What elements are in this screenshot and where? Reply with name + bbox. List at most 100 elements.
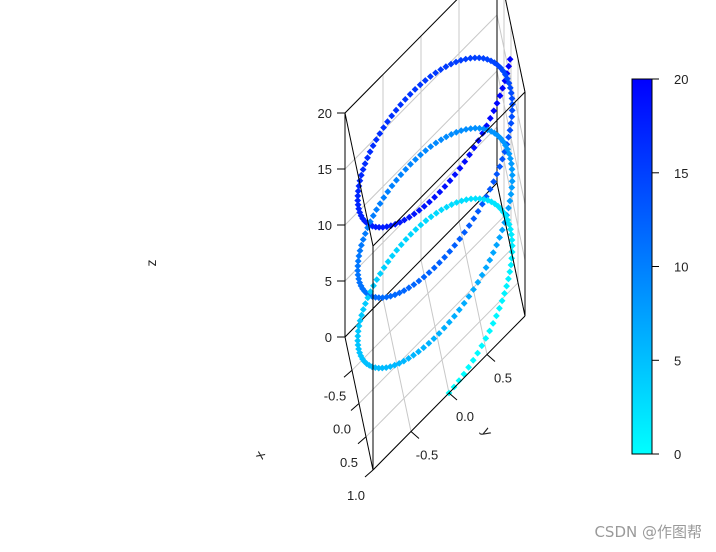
helix-point — [447, 131, 455, 138]
helix-point — [443, 203, 450, 211]
box-edge — [505, 0, 526, 93]
helix-point — [457, 56, 465, 64]
helix-point — [506, 55, 514, 63]
helix-point — [410, 281, 418, 288]
helix-point — [499, 138, 507, 145]
grid-line — [344, 70, 498, 226]
helix-point — [355, 252, 363, 260]
helix-point — [354, 327, 362, 335]
helix-point — [354, 341, 362, 349]
box-edge — [344, 182, 498, 338]
helix-point — [354, 262, 362, 270]
y-tick-mark — [486, 354, 496, 362]
helix-point — [508, 113, 516, 121]
colorbar — [631, 78, 653, 455]
helix-point — [369, 222, 376, 230]
helix-point — [474, 278, 482, 286]
z-tick-label: 10 — [318, 218, 332, 233]
z-axis-label: z — [143, 260, 159, 267]
helix-point — [478, 200, 486, 208]
helix-point — [416, 81, 424, 89]
helix-point — [460, 299, 468, 307]
x-tick-mark — [364, 469, 374, 478]
helix-point — [412, 156, 419, 163]
helix-point — [508, 248, 516, 256]
helix-point — [493, 312, 500, 320]
helix-point — [456, 164, 464, 172]
helix-point — [362, 300, 369, 307]
helix-point — [507, 155, 514, 162]
helix-point — [475, 54, 483, 62]
helix-point — [507, 119, 515, 127]
helix-point — [427, 73, 434, 80]
helix-point — [508, 231, 515, 238]
helix-point — [490, 178, 497, 186]
helix-point — [407, 160, 414, 168]
helix-point — [496, 163, 504, 170]
helix-point — [427, 213, 435, 221]
helix-point — [406, 90, 414, 98]
helix-point — [474, 208, 482, 215]
helix-point — [508, 254, 516, 262]
helix-point — [506, 268, 514, 276]
helix-point — [354, 201, 362, 209]
colorbar-tick-label: 20 — [674, 72, 688, 87]
helix-point — [384, 118, 391, 126]
helix-point — [508, 177, 516, 185]
helix-point — [489, 320, 497, 327]
helix-point — [475, 137, 482, 144]
helix-point — [456, 235, 464, 243]
helix-point — [415, 348, 422, 356]
helix-point — [366, 148, 374, 156]
helix-point — [420, 203, 428, 210]
grid-line — [420, 259, 450, 394]
helix-point — [380, 194, 388, 201]
helix-point — [384, 188, 392, 196]
helix-point — [358, 311, 365, 319]
helix-point — [446, 248, 454, 255]
watermark: CSDN @作图帮 — [594, 523, 702, 541]
y-tick-mark — [410, 431, 420, 439]
helix-point — [486, 256, 494, 264]
helix-point — [425, 269, 433, 276]
helix-point — [460, 370, 468, 378]
helix-point — [427, 143, 435, 150]
helix-point — [425, 339, 433, 347]
helix-point — [355, 322, 363, 330]
helix-point — [420, 273, 428, 281]
helix-point — [410, 210, 418, 218]
helix-point — [400, 357, 408, 365]
helix-point — [354, 257, 362, 265]
helix-point — [359, 166, 367, 173]
helix-point — [499, 155, 506, 163]
helix-point — [465, 363, 472, 371]
helix-point — [508, 236, 516, 244]
helix-point — [361, 230, 369, 237]
helix-point — [498, 226, 506, 234]
helix-point — [480, 55, 487, 62]
helix-point — [355, 205, 363, 213]
helix-point — [451, 171, 459, 178]
helix-point — [505, 133, 512, 141]
data-points — [354, 54, 516, 397]
helix-point — [354, 267, 362, 274]
z-tick-label: 0 — [325, 330, 332, 345]
helix-point — [436, 259, 443, 267]
helix-point — [465, 293, 473, 300]
colorbar-tick-label: 15 — [674, 166, 688, 181]
x-tick-label: 0.5 — [340, 455, 358, 470]
x-tick-label: 0.0 — [333, 422, 351, 437]
colorbar-ticks: 0 5 10 15 20 — [652, 72, 688, 462]
y-axis-label: y — [479, 424, 496, 438]
y-tick-label: 0.5 — [494, 371, 512, 386]
helix-point — [379, 223, 387, 231]
helix-point — [445, 318, 453, 326]
helix-point — [437, 66, 445, 73]
helix-point — [436, 188, 444, 196]
helix-point — [486, 327, 493, 335]
helix-point — [438, 206, 445, 214]
helix-point — [458, 197, 465, 205]
helix-point — [480, 195, 488, 203]
helix-point — [508, 107, 516, 114]
helix-point — [440, 324, 448, 332]
